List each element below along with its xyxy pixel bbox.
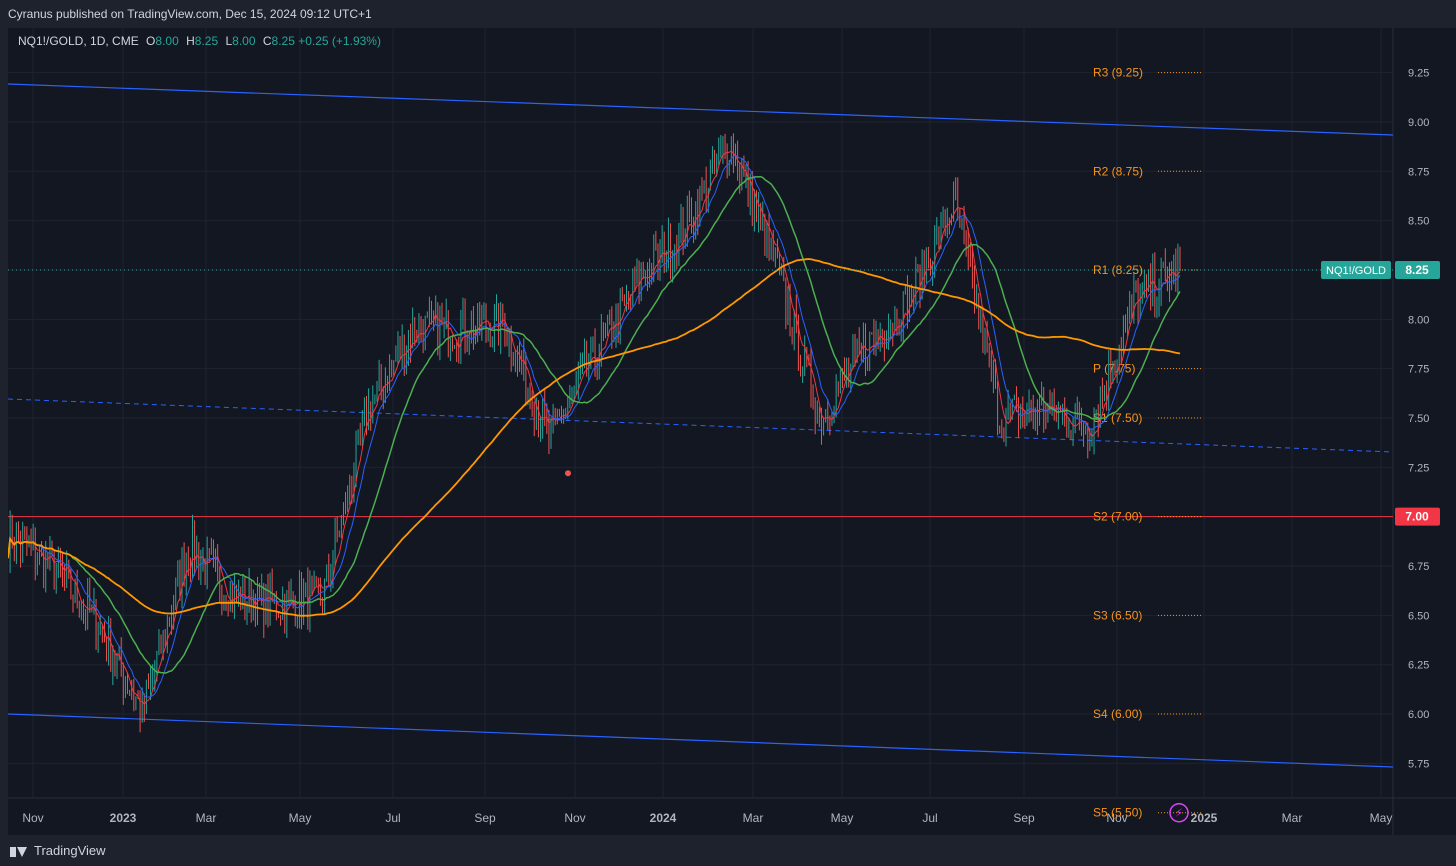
pivot-label: P (7.75) — [1093, 362, 1135, 376]
pivot-label: S1 (7.50) — [1093, 411, 1142, 425]
x-tick-label: May — [289, 811, 312, 825]
y-tick-label: 6.50 — [1408, 610, 1429, 622]
price-chart[interactable]: 9.25 9.00 8.75 8.50 8.25 8.00 7.75 7.50 7.25 7.00… — [8, 28, 1456, 835]
price-axis-background — [1393, 28, 1456, 835]
plot-background — [8, 28, 1393, 835]
chart-area[interactable]: 9.25 9.00 8.75 8.50 8.25 8.00 7.75 7.50 7.25 7.00… — [8, 28, 1456, 835]
legend-low-value: 8.00 — [232, 34, 256, 48]
pivot-label: R2 (8.75) — [1093, 164, 1143, 178]
legend-open-label: O — [146, 34, 156, 48]
last-price-symbol-label: NQ1!/GOLD — [1326, 265, 1386, 277]
legend-close-label: C — [262, 34, 272, 48]
last-price-symbol-badge — [1321, 260, 1391, 279]
y-tick-label: 5.75 — [1408, 758, 1429, 770]
horizontal-level-value: 7.00 — [1405, 510, 1429, 524]
marker-dot — [565, 470, 571, 477]
channel-upper-line — [8, 83, 1394, 136]
x-tick-label: Mar — [196, 811, 217, 825]
brand-name: TradingView — [34, 843, 106, 858]
legend-symbol: NQ1!/GOLD, 1D, CME — [18, 34, 139, 48]
channel-mid-dashed-line — [8, 398, 1394, 453]
legend-change: +0.25 (+1.93%) — [298, 34, 381, 48]
y-tick-label: 9.00 — [1408, 117, 1429, 129]
symbol-legend: NQ1!/GOLD, 1D, CME O8.00 H8.25 L8.00 C8.… — [18, 33, 381, 49]
pivot-label: R1 (8.25) — [1093, 263, 1143, 277]
x-tick-label: Jul — [922, 811, 937, 825]
x-tick-label: Mar — [1282, 811, 1303, 825]
y-tick-label: 7.50 — [1408, 413, 1429, 425]
legend-high-value: 8.25 — [194, 34, 219, 48]
legend-close-value: 8.25 — [271, 34, 295, 48]
y-tick-label: 7.25 — [1408, 462, 1429, 474]
ma-slow-line — [8, 175, 1181, 674]
pivot-label: S2 (7.00) — [1093, 510, 1142, 524]
ma-long-line — [8, 258, 1181, 617]
horizontal-level-badge — [1395, 507, 1440, 526]
ma-mid-line — [8, 154, 1181, 698]
channel-lower-line — [8, 713, 1394, 768]
legend-open-value: 8.00 — [155, 34, 179, 48]
x-tick-label: 2023 — [110, 811, 137, 825]
legend-high-label: H — [186, 34, 195, 48]
x-tick-label: Nov — [564, 811, 585, 825]
x-tick-label: Jul — [385, 811, 400, 825]
x-tick-label: May — [831, 811, 854, 825]
y-tick-label: 9.25 — [1408, 68, 1429, 80]
x-tick-label: May — [1370, 811, 1393, 825]
footer-bar: TradingView — [0, 835, 1456, 866]
legend-low-label: L — [225, 34, 233, 48]
y-tick-label: 6.25 — [1408, 660, 1429, 672]
last-price-badge — [1395, 260, 1440, 279]
last-price-value: 8.25 — [1405, 263, 1429, 277]
pivot-label: S4 (6.00) — [1093, 707, 1142, 721]
lightning-glyph: ⚡ — [1175, 807, 1183, 820]
ma-fast-line — [8, 150, 1181, 706]
y-tick-label: 6.75 — [1408, 561, 1429, 573]
x-tick-label: Sep — [1013, 811, 1035, 825]
x-tick-label: Sep — [474, 811, 496, 825]
x-tick-label: Mar — [743, 811, 764, 825]
x-tick-label: 2025 — [1191, 811, 1218, 825]
y-tick-label: 8.75 — [1408, 166, 1429, 178]
y-tick-label: 6.00 — [1408, 709, 1429, 721]
x-tick-label: 2024 — [650, 811, 677, 825]
pivot-label: S3 (6.50) — [1093, 608, 1142, 622]
y-tick-label: 7.75 — [1408, 364, 1429, 376]
y-tick-label: 8.50 — [1408, 216, 1429, 228]
y-tick-label: 8.00 — [1408, 314, 1429, 326]
pivot-label: R3 (9.25) — [1093, 66, 1143, 80]
publish-header: Cyranus published on TradingView.com, De… — [0, 0, 1456, 28]
x-tick-label: Nov — [22, 811, 43, 825]
publish-info: Cyranus published on TradingView.com, De… — [8, 7, 372, 21]
x-tick-label: Nov — [1106, 811, 1127, 825]
pivot-label: S5 (5.50) — [1093, 806, 1142, 820]
tradingview-logo-icon — [10, 845, 28, 857]
lightning-icon — [1169, 802, 1189, 823]
